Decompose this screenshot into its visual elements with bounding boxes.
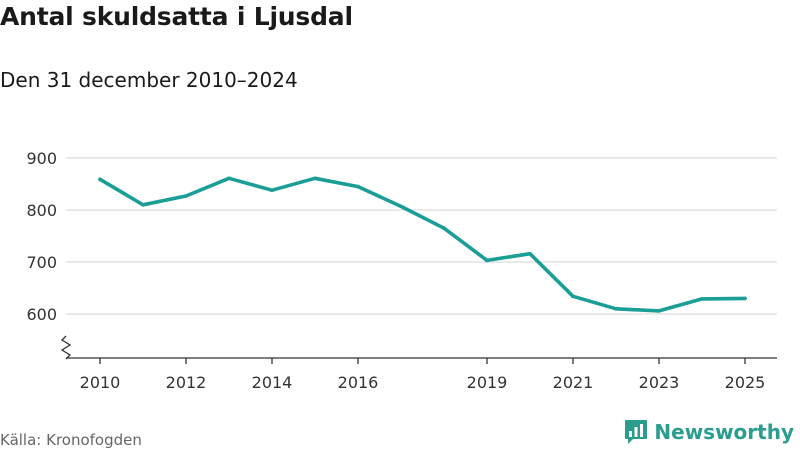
bar-chart-speech-bubble-icon xyxy=(625,420,648,444)
data-line-series xyxy=(98,176,747,313)
brand-name: Newsworthy xyxy=(654,420,794,444)
chart-subtitle: Den 31 december 2010–2024 xyxy=(0,68,298,92)
x-tick-label: 2010 xyxy=(80,373,121,392)
brand-logo: Newsworthy xyxy=(624,419,794,445)
data-point xyxy=(227,176,231,181)
x-tick-label: 2016 xyxy=(338,373,379,392)
data-point xyxy=(485,258,489,263)
data-point xyxy=(657,309,661,313)
x-tick-label: 2025 xyxy=(725,373,766,392)
source-note: Källa: Kronofogden xyxy=(0,431,142,449)
data-point xyxy=(743,296,747,301)
x-tick-label: 2023 xyxy=(639,373,680,392)
data-point xyxy=(442,226,446,230)
y-tick-label: 700 xyxy=(26,253,57,272)
y-tick-label: 800 xyxy=(26,201,57,220)
data-point xyxy=(141,203,145,207)
y-axis-break xyxy=(60,335,72,360)
data-point xyxy=(184,194,188,198)
data-point xyxy=(528,251,532,256)
data-point xyxy=(700,297,704,301)
data-point xyxy=(356,184,360,189)
x-tick-label: 2019 xyxy=(467,373,508,392)
chart-title: Antal skuldsatta i Ljusdal xyxy=(0,2,353,31)
data-point xyxy=(614,307,618,311)
data-point xyxy=(313,176,317,181)
x-tick-label: 2014 xyxy=(252,373,293,392)
data-point xyxy=(571,294,575,299)
data-point xyxy=(98,177,102,182)
data-point xyxy=(399,204,403,209)
y-tick-label: 900 xyxy=(26,149,57,168)
x-tick-label: 2021 xyxy=(553,373,594,392)
data-point xyxy=(270,188,274,193)
y-tick-label: 600 xyxy=(26,305,57,324)
x-tick-label: 2012 xyxy=(166,373,207,392)
